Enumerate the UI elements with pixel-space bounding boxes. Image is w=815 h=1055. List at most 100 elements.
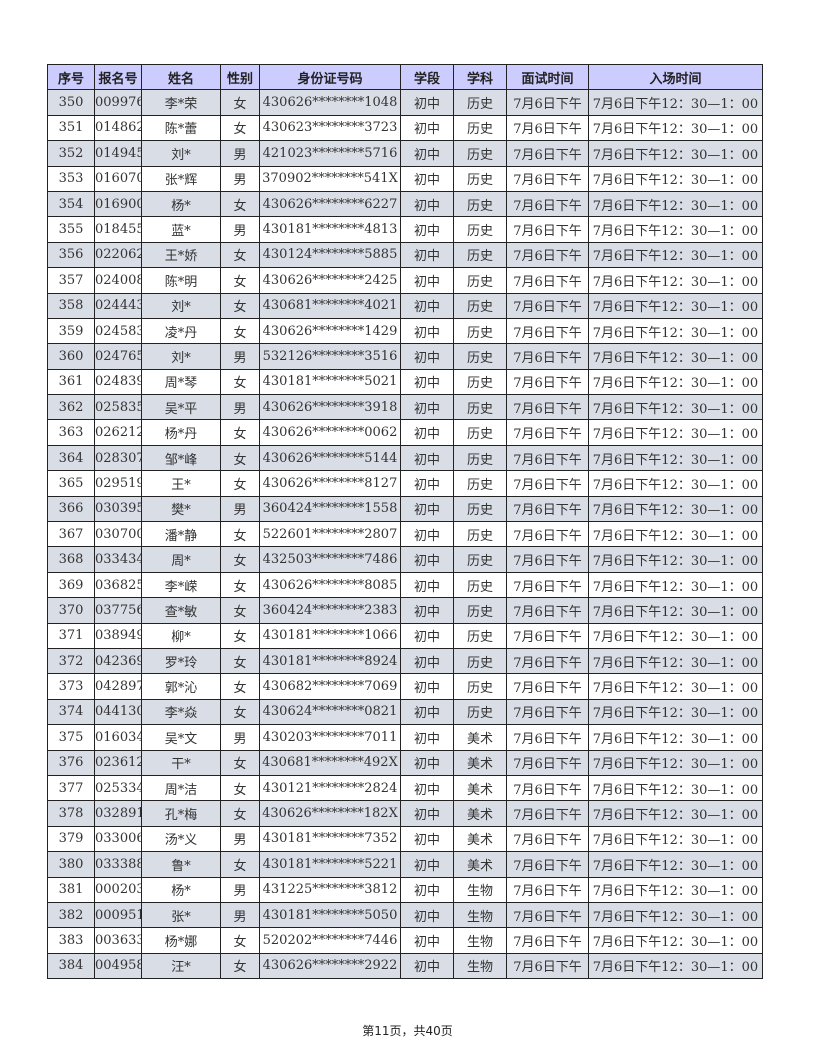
cell-gender: 男 bbox=[220, 901, 260, 929]
cell-entry-time: 7月6日下午12：30—1：00 bbox=[588, 571, 763, 599]
header-name: 姓名 bbox=[141, 63, 221, 91]
cell-name: 王* bbox=[141, 470, 221, 497]
page-number: 第11页，共40页 bbox=[362, 1024, 453, 1038]
cell-seq: 364 bbox=[47, 444, 95, 472]
cell-seq: 357 bbox=[47, 267, 95, 294]
cell-interview-time: 7月6日下午 bbox=[506, 343, 589, 370]
cell-name: 周* bbox=[141, 546, 221, 573]
cell-subject: 生物 bbox=[453, 952, 507, 980]
cell-interview-time: 7月6日下午 bbox=[506, 368, 589, 396]
table-body: 350 009976 李*荣女 430626********1048 初中 历史 7月6日下… bbox=[47, 89, 763, 980]
cell-name: 潘*静 bbox=[141, 521, 221, 548]
table-row: 360 024765 刘* 男 532126********3516 初中 历史 7月6日下午… bbox=[47, 343, 763, 370]
cell-subject: 历史 bbox=[453, 521, 507, 548]
cell-name: 王*娇 bbox=[141, 241, 221, 269]
cell-stage: 初中 bbox=[400, 140, 454, 167]
cell-gender: 女 bbox=[220, 444, 260, 472]
cell-interview-time: 7月6日下午 bbox=[506, 216, 589, 243]
table-row: 352 014945 刘* 男 421023********5716 初中 历史 7月6日下午… bbox=[47, 140, 763, 167]
cell-interview-time: 7月6日下午 bbox=[506, 444, 589, 472]
cell-seq: 380 bbox=[47, 851, 95, 878]
cell-name: 张*辉 bbox=[141, 165, 221, 192]
cell-name: 凌*丹 bbox=[141, 317, 221, 345]
cell-stage: 初中 bbox=[400, 114, 454, 142]
cell-stage: 初中 bbox=[400, 724, 454, 751]
header-stage: 学段 bbox=[400, 63, 454, 91]
cell-name: 柳* bbox=[141, 622, 221, 649]
cell-stage: 初中 bbox=[400, 546, 454, 573]
cell-id-number: 430626********8127 bbox=[259, 470, 401, 497]
cell-seq: 383 bbox=[47, 927, 95, 954]
cell-entry-time: 7月6日下午12：30—1：00 bbox=[588, 394, 763, 421]
cell-reg-no: 037756 bbox=[94, 597, 142, 624]
cell-gender: 女 bbox=[220, 114, 260, 142]
cell-entry-time: 7月6日下午12：30—1：00 bbox=[588, 470, 763, 497]
table-row: 355 018455 蓝* 男 430181********4813 初中 历史 7月6日下午… bbox=[47, 216, 763, 243]
table-row: 374 044130 李*焱女 430624********0821 初中 历史 7月6日下… bbox=[47, 698, 763, 726]
cell-id-number: 360424********1558 bbox=[259, 495, 401, 523]
cell-subject: 历史 bbox=[453, 114, 507, 142]
header-id-number: 身份证号码 bbox=[259, 63, 401, 91]
cell-gender: 女 bbox=[220, 317, 260, 345]
cell-subject: 美术 bbox=[453, 724, 507, 751]
cell-interview-time: 7月6日下午 bbox=[506, 901, 589, 929]
cell-reg-no: 024443 bbox=[94, 292, 142, 319]
cell-stage: 初中 bbox=[400, 419, 454, 446]
cell-seq: 365 bbox=[47, 470, 95, 497]
cell-subject: 生物 bbox=[453, 927, 507, 954]
table-row: 375 016034 吴*文男 430203********7011 初中 美术 7月6日下… bbox=[47, 724, 763, 751]
cell-stage: 初中 bbox=[400, 89, 454, 116]
cell-id-number: 430124********5885 bbox=[259, 241, 401, 269]
cell-name: 查*敏 bbox=[141, 597, 221, 624]
cell-subject: 美术 bbox=[453, 774, 507, 802]
cell-id-number: 430681********492X bbox=[259, 749, 401, 776]
cell-stage: 初中 bbox=[400, 597, 454, 624]
cell-stage: 初中 bbox=[400, 571, 454, 599]
cell-id-number: 430181********5221 bbox=[259, 851, 401, 878]
cell-subject: 历史 bbox=[453, 241, 507, 269]
table-row: 358 024443 刘* 女 430681********4021 初中 历史 7月6日下午… bbox=[47, 292, 763, 319]
cell-seq: 359 bbox=[47, 317, 95, 345]
cell-entry-time: 7月6日下午12：30—1：00 bbox=[588, 216, 763, 243]
cell-interview-time: 7月6日下午 bbox=[506, 114, 589, 142]
cell-stage: 初中 bbox=[400, 851, 454, 878]
cell-id-number: 520202********7446 bbox=[259, 927, 401, 954]
cell-reg-no: 032891 bbox=[94, 800, 142, 827]
cell-subject: 历史 bbox=[453, 190, 507, 218]
cell-seq: 376 bbox=[47, 749, 95, 776]
cell-id-number: 430626********8085 bbox=[259, 571, 401, 599]
cell-entry-time: 7月6日下午12：30—1：00 bbox=[588, 673, 763, 700]
cell-entry-time: 7月6日下午12：30—1：00 bbox=[588, 597, 763, 624]
cell-gender: 女 bbox=[220, 419, 260, 446]
cell-gender: 女 bbox=[220, 927, 260, 954]
cell-stage: 初中 bbox=[400, 216, 454, 243]
cell-entry-time: 7月6日下午12：30—1：00 bbox=[588, 267, 763, 294]
cell-seq: 381 bbox=[47, 876, 95, 903]
cell-id-number: 430181********4813 bbox=[259, 216, 401, 243]
cell-gender: 女 bbox=[220, 292, 260, 319]
cell-interview-time: 7月6日下午 bbox=[506, 927, 589, 954]
cell-seq: 379 bbox=[47, 825, 95, 853]
cell-id-number: 430626********1429 bbox=[259, 317, 401, 345]
table-row: 356 022062 王*娇女 430124********5885 初中 历史 7月6日下… bbox=[47, 241, 763, 269]
cell-gender: 男 bbox=[220, 343, 260, 370]
cell-id-number: 430682********7069 bbox=[259, 673, 401, 700]
table-row: 353 016070 张*辉男 370902********541X 初中 历史 7月6日下… bbox=[47, 165, 763, 192]
cell-entry-time: 7月6日下午12：30—1：00 bbox=[588, 622, 763, 649]
cell-entry-time: 7月6日下午12：30—1：00 bbox=[588, 825, 763, 853]
cell-name: 陈*明 bbox=[141, 267, 221, 294]
cell-gender: 男 bbox=[220, 724, 260, 751]
cell-reg-no: 000203 bbox=[94, 876, 142, 903]
cell-interview-time: 7月6日下午 bbox=[506, 546, 589, 573]
header-interview-time: 面试时间 bbox=[506, 63, 589, 91]
cell-reg-no: 033434 bbox=[94, 546, 142, 573]
cell-interview-time: 7月6日下午 bbox=[506, 774, 589, 802]
cell-gender: 女 bbox=[220, 851, 260, 878]
cell-id-number: 430626********3918 bbox=[259, 394, 401, 421]
header-seq: 序号 bbox=[47, 63, 95, 91]
cell-seq: 384 bbox=[47, 952, 95, 980]
cell-entry-time: 7月6日下午12：30—1：00 bbox=[588, 546, 763, 573]
cell-reg-no: 025835 bbox=[94, 394, 142, 421]
cell-id-number: 430624********0821 bbox=[259, 698, 401, 726]
cell-stage: 初中 bbox=[400, 292, 454, 319]
